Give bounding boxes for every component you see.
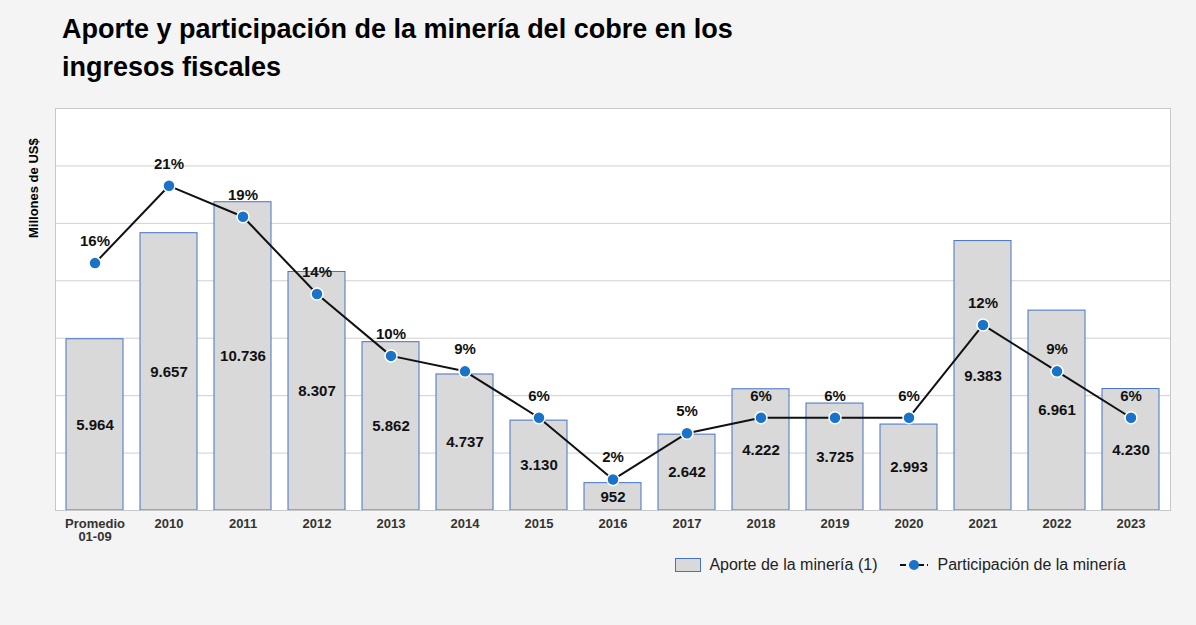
svg-text:6.961: 6.961 (1038, 401, 1076, 418)
svg-text:19%: 19% (228, 186, 258, 203)
svg-text:4.737: 4.737 (446, 433, 484, 450)
svg-text:5.862: 5.862 (372, 417, 410, 434)
svg-text:2018: 2018 (747, 516, 776, 531)
svg-text:9.383: 9.383 (964, 367, 1002, 384)
svg-text:2.993: 2.993 (890, 458, 928, 475)
svg-text:2015: 2015 (525, 516, 554, 531)
html-text:Millones de US$: Millones de US$ (26, 138, 41, 238)
svg-text:2016: 2016 (599, 516, 628, 531)
svg-text:9%: 9% (454, 340, 476, 357)
html-text:Participación de la minería: Participación de la minería (937, 556, 1126, 573)
svg-text:6%: 6% (750, 387, 772, 404)
svg-text:9.657: 9.657 (150, 363, 188, 380)
svg-text:16%: 16% (80, 232, 110, 249)
svg-text:2010: 2010 (155, 516, 184, 531)
svg-text:2%: 2% (602, 448, 624, 465)
svg-text:6%: 6% (528, 387, 550, 404)
svg-text:4.230: 4.230 (1112, 441, 1150, 458)
svg-text:6%: 6% (824, 387, 846, 404)
svg-text:2.642: 2.642 (668, 463, 706, 480)
svg-text:10%: 10% (376, 325, 406, 342)
svg-text:2017: 2017 (673, 516, 702, 531)
svg-text:2020: 2020 (895, 516, 924, 531)
svg-text:3.725: 3.725 (816, 448, 854, 465)
svg-text:10.736: 10.736 (220, 347, 266, 364)
svg-text:Promedio01-09: Promedio01-09 (65, 516, 125, 544)
svg-text:952: 952 (600, 488, 625, 505)
svg-text:6%: 6% (1120, 387, 1142, 404)
svg-text:2021: 2021 (969, 516, 998, 531)
svg-text:3.130: 3.130 (520, 456, 558, 473)
svg-text:6%: 6% (898, 387, 920, 404)
svg-text:2013: 2013 (377, 516, 406, 531)
html-text:Aporte de la minería (1): Aporte de la minería (1) (709, 556, 878, 573)
svg-text:5.964: 5.964 (76, 416, 114, 433)
html-text:Aporte y participación de la m: Aporte y participación de la minería del… (62, 14, 733, 82)
svg-text:8.307: 8.307 (298, 382, 336, 399)
svg-text:21%: 21% (154, 155, 184, 172)
svg-text:14%: 14% (302, 263, 332, 280)
svg-text:2014: 2014 (451, 516, 481, 531)
svg-text:4.222: 4.222 (742, 441, 780, 458)
svg-text:12%: 12% (968, 294, 998, 311)
svg-text:2023: 2023 (1117, 516, 1146, 531)
svg-text:9%: 9% (1046, 340, 1068, 357)
svg-text:2022: 2022 (1043, 516, 1072, 531)
svg-text:5%: 5% (676, 402, 698, 419)
svg-text:2012: 2012 (303, 516, 332, 531)
svg-text:2011: 2011 (229, 516, 257, 531)
svg-text:2019: 2019 (821, 516, 850, 531)
